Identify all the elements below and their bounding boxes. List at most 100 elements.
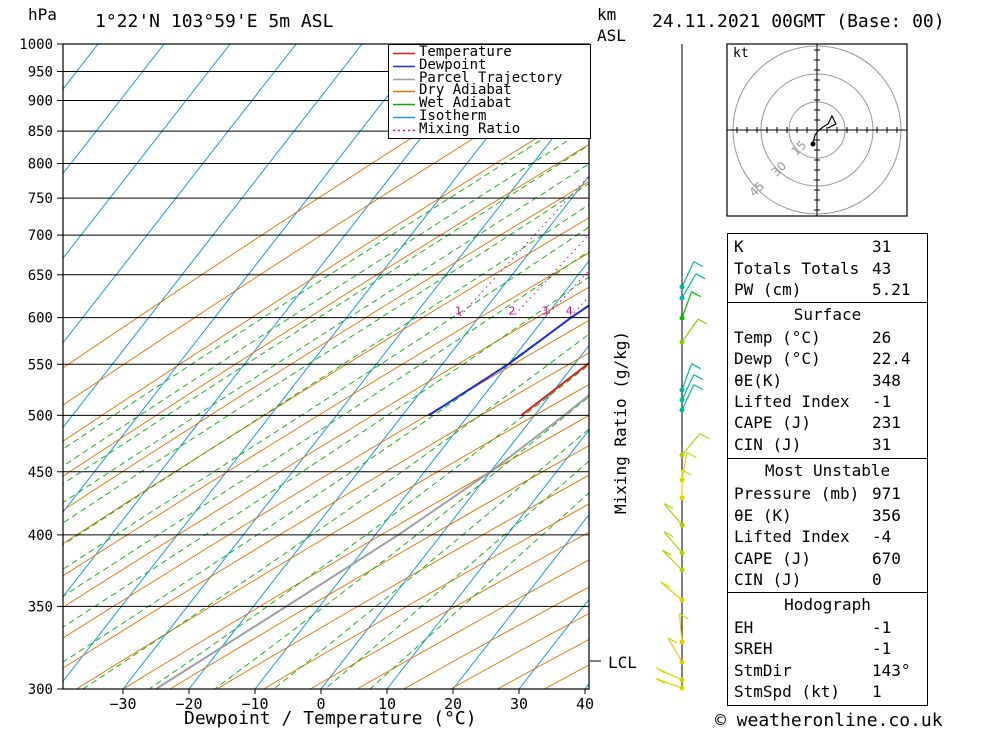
wet-adiabat-line — [82, 333, 589, 689]
wind-barb — [679, 613, 689, 645]
height-unit-label: km — [597, 5, 617, 24]
mu-cin-j--value: 0 — [872, 570, 882, 590]
dry-adiabat-line — [63, 181, 589, 511]
legend-swatch — [393, 52, 415, 55]
x-tick-label: 10 — [378, 695, 396, 713]
isotherm-line — [386, 429, 589, 689]
wind-barb — [679, 433, 710, 458]
x-tick-label: −20 — [175, 695, 202, 713]
isotherm-line — [63, 44, 495, 598]
legend-label: Dewpoint — [419, 56, 487, 73]
isotherm-line — [122, 90, 589, 689]
legend-item-dewpoint: Dewpoint — [389, 56, 589, 73]
hodo-stmdir-value: 143° — [872, 660, 911, 680]
isotherm-line — [63, 44, 297, 344]
wind-barb — [679, 469, 692, 501]
copyright-label: © weatheronline.co.uk — [715, 710, 943, 731]
surface-lifted-index-label: Lifted Index — [734, 391, 850, 411]
surface-lifted-index-value: -1 — [872, 391, 892, 411]
dry-adiabat-line — [63, 319, 589, 639]
legend-label: Isotherm — [419, 108, 487, 124]
mixing-ratio-label: 2 — [508, 305, 515, 318]
mixing-ratio-label: 20 — [712, 305, 726, 318]
wet-adiabat-line — [63, 304, 589, 663]
wet-adiabat-line — [63, 144, 589, 485]
index-totals-totals-label: Totals Totals — [734, 258, 860, 278]
mixing-ratio-axis-title: Mixing Ratio (g/kg) — [611, 330, 630, 514]
dry-adiabat-line — [263, 503, 589, 689]
wind-barb — [679, 451, 697, 483]
mixing-ratio-label: 1 — [455, 305, 462, 318]
index-pw-cm--value: 5.21 — [872, 280, 911, 300]
hodo-eh-value: -1 — [872, 618, 892, 637]
pressure-tick-label: 950 — [28, 64, 53, 80]
x-tick-label: 30 — [510, 695, 528, 713]
legend-label: Mixing Ratio — [419, 120, 521, 137]
most-unstable-title: Most Unstable — [764, 461, 891, 480]
wet-adiabat-line — [273, 428, 589, 689]
wet-adiabat-line — [63, 163, 589, 504]
wind-barb — [679, 363, 701, 393]
isotherm-line — [63, 44, 363, 429]
x-tick-label: 0 — [316, 695, 325, 713]
surface--e-k--value: 348 — [872, 370, 901, 390]
location-label: 1°22'N 103°59'E 5m ASL — [95, 11, 334, 32]
parcel-trajectory-curve — [155, 393, 589, 689]
wind-barb — [667, 637, 685, 665]
wind-barb — [679, 261, 704, 290]
legend-label: Dry Adiabat — [419, 82, 512, 99]
dry-adiabat-line — [63, 105, 589, 442]
dry-adiabat-line — [122, 414, 589, 689]
legend-item-wet-adiabat: Wet Adiabat — [389, 95, 589, 112]
wet-adiabat-line — [63, 250, 589, 597]
hodograph-index-title: Hodograph — [784, 595, 871, 614]
mixing-ratio-line — [511, 234, 589, 319]
mixing-ratio-label: 6 — [601, 305, 608, 318]
pressure-tick-label: 600 — [28, 311, 53, 327]
legend-item-temperature: Temperature — [389, 45, 589, 60]
dry-adiabat-line — [169, 445, 589, 689]
wind-barb — [656, 667, 685, 683]
wind-barb — [679, 318, 708, 345]
wind-barb — [655, 677, 685, 691]
index-k-value: 31 — [872, 237, 892, 256]
legend-swatch — [393, 116, 415, 119]
legend-swatch — [393, 65, 415, 68]
legend-item-mixing-ratio: Mixing Ratio — [389, 120, 589, 137]
surface-cin-j--value: 31 — [872, 434, 892, 454]
x-axis-title: Dewpoint / Temperature (°C) — [184, 708, 477, 729]
x-tick-label: −30 — [109, 695, 136, 713]
mixing-ratio-label: 4 — [566, 305, 573, 318]
legend-item-isotherm: Isotherm — [389, 108, 589, 124]
isotherm-line — [63, 44, 165, 175]
legend-swatch — [393, 103, 415, 106]
mu-cin-j--label: CIN (J) — [734, 570, 802, 590]
mixing-ratio-label: 8 — [627, 305, 634, 318]
mu-lifted-index-value: -4 — [872, 527, 892, 547]
legend: Temperature Dewpoint Parcel Trajectory Dry … — [388, 44, 591, 139]
mu-pressure-mb--label: Pressure (mb) — [734, 484, 860, 503]
legend-label: Parcel Trajectory — [419, 69, 563, 86]
pressure-tick-label: 650 — [28, 268, 53, 284]
wind-barb — [679, 291, 701, 321]
legend-label: Wet Adiabat — [419, 95, 512, 112]
wind-barb — [679, 374, 704, 403]
hodo-stmdir-label: StmDir — [734, 660, 792, 680]
dry-adiabat-line — [63, 143, 589, 477]
pressure-tick-label: 1000 — [19, 37, 53, 53]
wind-barb — [663, 503, 685, 528]
x-tick-label: 20 — [444, 695, 462, 713]
legend-swatch — [393, 78, 415, 80]
legend-item-dry-adiabat: Dry Adiabat — [389, 82, 589, 99]
dry-adiabat-line — [63, 286, 589, 608]
isotherm-line — [63, 44, 231, 260]
index-totals-totals-value: 43 — [872, 258, 892, 278]
isotherm-line — [188, 175, 589, 689]
pressure-tick-label: 350 — [28, 599, 53, 615]
wind-barb — [679, 273, 706, 301]
wet-adiabat-line — [63, 226, 589, 570]
surface-cin-j--label: CIN (J) — [734, 434, 802, 454]
isotherm-line — [320, 344, 589, 689]
legend-item-parcel-trajectory: Parcel Trajectory — [389, 69, 589, 86]
surface-temp-c--value: 26 — [872, 328, 892, 347]
